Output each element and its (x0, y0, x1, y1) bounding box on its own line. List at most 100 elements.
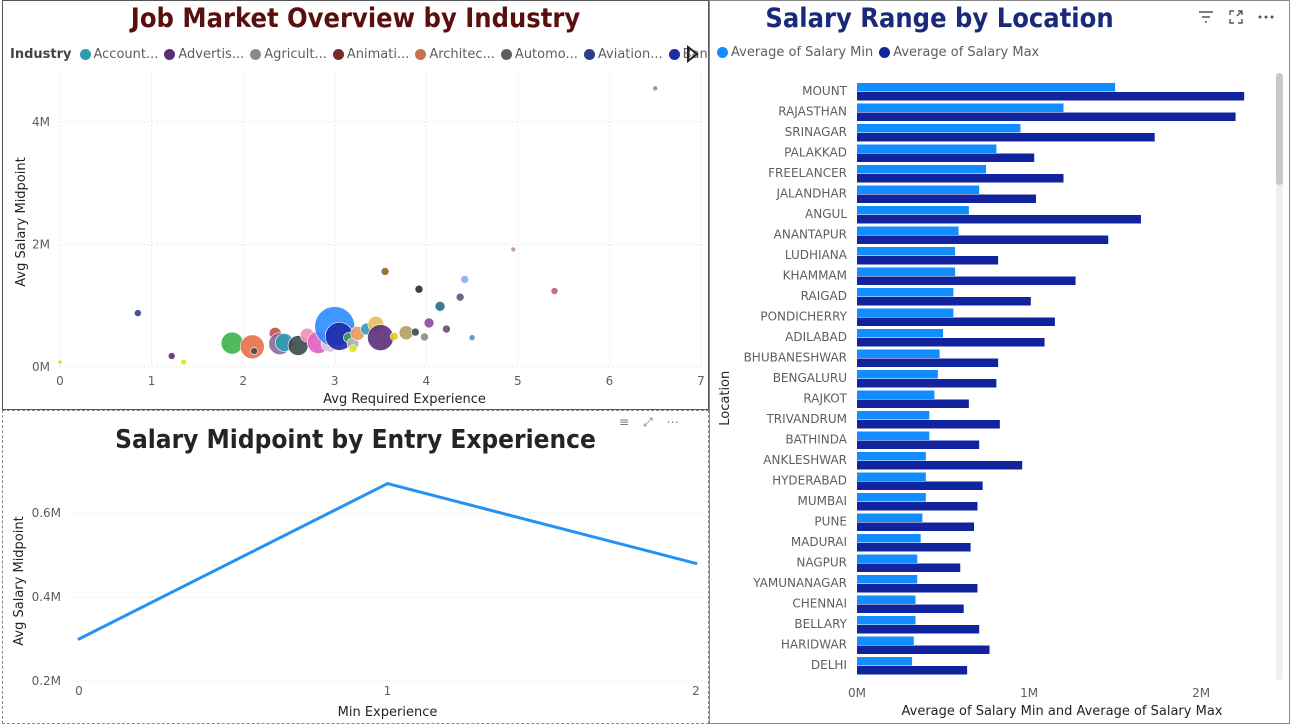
scatter-chart[interactable]: 0 1 2 3 4 5 6 7 0M 2M 4M Avg Required Experience Avg… (3, 1, 708, 409)
x-tick-label: 4 (422, 374, 430, 388)
y-tick-label: YAMUNANAGAR (752, 576, 847, 590)
bar (857, 276, 1076, 285)
play-triangle-icon[interactable] (685, 44, 699, 64)
more-options-icon[interactable] (1258, 9, 1274, 25)
bar (857, 616, 916, 625)
scatter-point (250, 347, 258, 355)
y-tick-label: TRIVANDRUM (765, 412, 847, 426)
bar (857, 522, 975, 531)
line-panel[interactable]: ≡ ⤢ ⋯ Salary Midpoint by Entry Experienc… (2, 410, 709, 724)
scatter-point (410, 327, 420, 337)
y-tick-label: MUMBAI (798, 494, 847, 508)
legend-label: Agricult... (264, 47, 327, 62)
legend-item[interactable]: Account... (79, 47, 158, 62)
focus-mode-icon[interactable]: ⤢ (643, 415, 653, 429)
bar (857, 103, 1064, 112)
y-tick-label: RAIGAD (801, 289, 847, 303)
bar (857, 595, 916, 604)
y-tick-label: RAJKOT (803, 392, 847, 406)
bar (857, 481, 983, 490)
bar (857, 584, 978, 593)
bar (857, 493, 926, 502)
bar (857, 338, 1045, 347)
y-tick-label: JALANDHAR (776, 187, 848, 201)
filter-icon[interactable] (1198, 9, 1214, 25)
bar (857, 124, 1021, 133)
more-options-icon[interactable]: ⋯ (666, 415, 679, 429)
scrollbar-thumb[interactable] (1276, 73, 1283, 185)
y-tick-label: CHENNAI (792, 597, 847, 611)
bar (857, 153, 1035, 162)
scatter-point (423, 317, 435, 329)
y-tick-label: FREELANCER (768, 166, 847, 180)
y-axis-title: Location (718, 371, 733, 426)
legend-label: Aviation... (597, 47, 663, 62)
x-tick-label: 1 (148, 374, 156, 388)
legend-item[interactable]: Agricult... (250, 47, 327, 62)
bar (857, 452, 926, 461)
legend-label: Architec... (429, 47, 495, 62)
bar (857, 297, 1031, 306)
y-tick-label: BENGALURU (773, 371, 847, 385)
x-tick-label: 0 (56, 374, 64, 388)
scatter-point (348, 344, 358, 353)
bar (857, 267, 956, 276)
y-tick-label: HARIDWAR (781, 638, 847, 652)
legend-item[interactable]: Average of Salary Max (879, 45, 1039, 60)
y-tick-label: ANANTAPUR (774, 228, 847, 242)
bar (857, 247, 956, 256)
scatter-title: Job Market Overview by Industry (130, 3, 581, 34)
y-tick-label: MADURAI (791, 535, 847, 549)
x-tick-label: 7 (697, 374, 705, 388)
legend-item[interactable]: Advertis... (164, 47, 244, 62)
x-axis-title: Min Experience (338, 705, 438, 720)
scatter-point (460, 275, 470, 284)
legend-label: Automo... (514, 47, 578, 62)
bar (857, 554, 918, 563)
x-tick-label: 1 (384, 684, 392, 698)
line-point (386, 482, 389, 486)
y-tick-label: 0M (32, 360, 50, 374)
filter-icon[interactable]: ≡ (619, 415, 630, 429)
line-point (77, 637, 81, 641)
scatter-point (57, 359, 63, 365)
line-chart[interactable]: 0.2M 0.4M 0.6M 0 1 2 Min Experience Avg Salary … (3, 411, 708, 723)
scatter-point (510, 246, 517, 253)
y-tick-label: PALAKKAD (784, 146, 847, 160)
scatter-point (367, 324, 394, 351)
bar-header-icons (1198, 9, 1274, 25)
y-axis-title: Avg Salary Midpoint (12, 516, 27, 645)
scrollbar[interactable] (1276, 73, 1283, 681)
legend-dot (668, 49, 680, 60)
scatter-point (468, 334, 476, 341)
legend-dot (164, 49, 176, 60)
bar (857, 112, 1236, 121)
scatter-panel[interactable]: Job Market Overview by Industry Industry… (2, 0, 748, 410)
bar (857, 288, 954, 297)
bar-chart[interactable]: 0M 1M 2M MOUNT RAJASTHAN SRINAGAR PALAKKAD FREE… (710, 1, 1289, 723)
y-tick-label: ADILABAD (785, 330, 847, 344)
legend-dot (332, 49, 344, 60)
y-tick-label: LUDHIANA (785, 248, 848, 262)
x-tick-label: 2 (239, 374, 247, 388)
bar (857, 636, 914, 645)
scatter-point (414, 284, 424, 294)
bar-panel[interactable]: Salary Range by Location Average of Sala… (709, 0, 1290, 724)
legend-item[interactable]: Architec... (415, 47, 495, 62)
legend-item[interactable]: Aviation... (583, 47, 663, 62)
bar (857, 666, 968, 675)
bar (857, 411, 930, 420)
bar (857, 399, 969, 408)
bar (857, 420, 1000, 429)
y-tick-label: KHAMMAM (783, 269, 847, 283)
legend-item[interactable]: Automo... (500, 47, 578, 62)
scatter-point (134, 309, 142, 317)
focus-mode-icon[interactable] (1228, 9, 1244, 25)
y-tick-label: SRINAGAR (785, 125, 847, 139)
legend-item[interactable]: Average of Salary Min (717, 45, 873, 60)
y-tick-label: 0.4M (32, 590, 61, 604)
x-axis-title: Avg Required Experience (323, 392, 486, 407)
y-tick-label: BHUBANESHWAR (744, 351, 847, 365)
y-tick-label: RAJASTHAN (778, 105, 847, 119)
legend-item[interactable]: Animati... (332, 47, 409, 62)
